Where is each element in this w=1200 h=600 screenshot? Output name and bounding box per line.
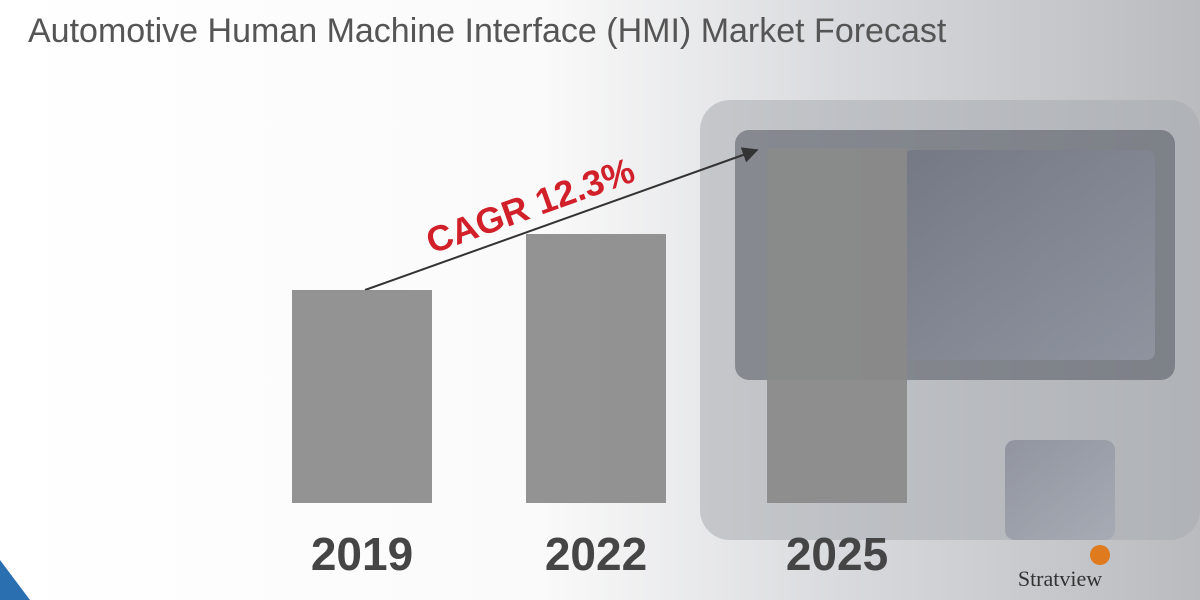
cagr-arrow — [364, 147, 759, 291]
x-tick-label: 2022 — [545, 528, 647, 580]
logo-icon — [1090, 545, 1110, 565]
bar — [526, 234, 666, 503]
corner-accent — [0, 560, 30, 600]
bar — [767, 148, 907, 503]
x-tick-label: 2025 — [786, 528, 888, 580]
chart-title: Automotive Human Machine Interface (HMI)… — [28, 12, 947, 50]
screen-small — [1005, 440, 1115, 540]
screen — [905, 150, 1155, 360]
logo: Stratview — [1018, 566, 1102, 591]
x-tick-label: 2019 — [311, 528, 413, 580]
bar — [292, 290, 432, 503]
